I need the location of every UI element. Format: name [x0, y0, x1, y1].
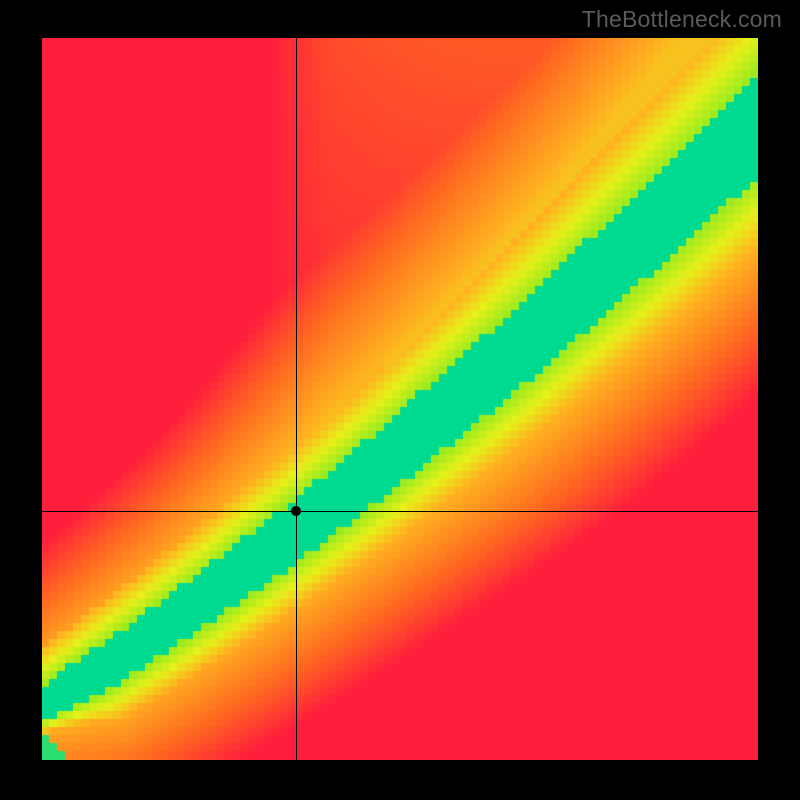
crosshair-vertical [296, 38, 297, 760]
crosshair-horizontal [42, 511, 758, 512]
heatmap-canvas [42, 38, 758, 760]
heatmap-plot [42, 38, 758, 760]
marker-point [291, 506, 301, 516]
watermark-text: TheBottleneck.com [582, 6, 782, 33]
